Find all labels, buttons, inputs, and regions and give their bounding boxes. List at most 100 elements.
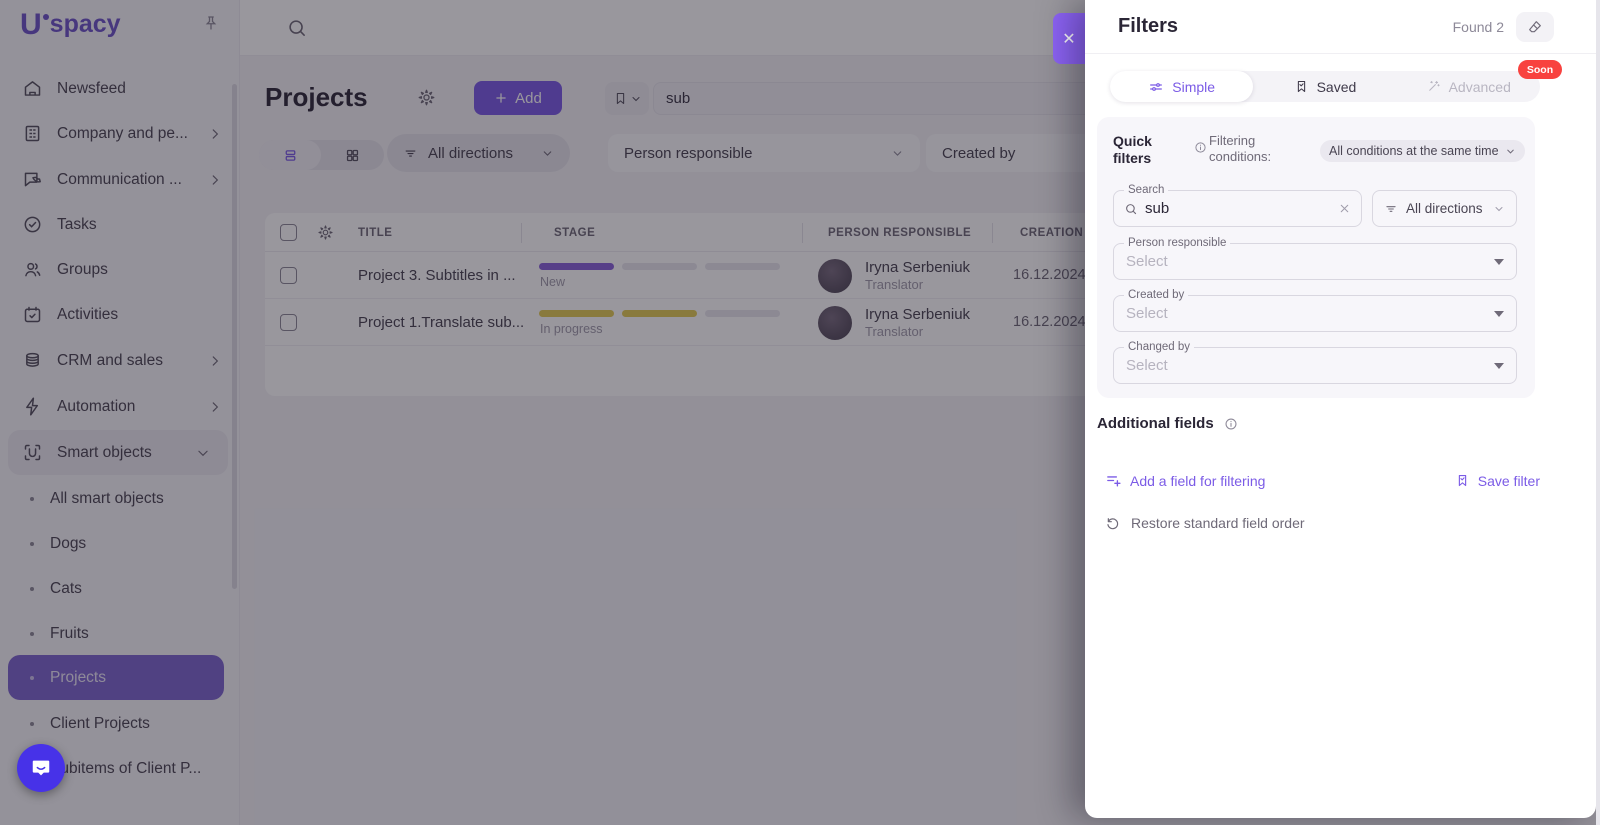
list-view-button[interactable]: [259, 140, 321, 170]
page-scrollbar[interactable]: [1596, 0, 1600, 825]
row-checkbox[interactable]: [280, 267, 297, 284]
sidebar-item-tasks[interactable]: Tasks: [0, 202, 240, 247]
bullet-icon: [30, 586, 34, 591]
column-divider[interactable]: [521, 223, 522, 243]
sidebar-item-projects-selected[interactable]: Projects: [8, 655, 224, 700]
tab-simple[interactable]: Simple: [1110, 71, 1254, 102]
sidebar-item-fruits[interactable]: Fruits: [0, 611, 240, 656]
add-button[interactable]: Add: [474, 81, 562, 115]
field-label: Created by: [1124, 288, 1189, 303]
clear-search-icon[interactable]: [1338, 202, 1351, 215]
tune-icon: [1150, 82, 1163, 91]
filter-lines-icon: [1386, 205, 1396, 212]
bookmark-check-icon: [1458, 474, 1466, 487]
chevron-down-icon: [891, 147, 904, 160]
stage-label: New: [540, 275, 566, 289]
column-header-creation-date[interactable]: CREATION D: [1020, 227, 1096, 239]
view-toggle: [259, 140, 384, 170]
add-field-button[interactable]: Add a field for filtering: [1105, 472, 1265, 489]
search-icon[interactable]: [286, 17, 308, 39]
logo-dot-icon: [42, 14, 49, 20]
chat-widget-button[interactable]: [17, 744, 65, 792]
sidebar-item-automation[interactable]: Automation: [0, 384, 240, 429]
bullet-icon: [30, 541, 34, 546]
sidebar-scrollbar[interactable]: [232, 84, 237, 589]
chat-bubble-icon: [32, 760, 50, 776]
sidebar-item-company[interactable]: Company and pe...: [0, 111, 240, 156]
gear-icon[interactable]: [417, 88, 436, 107]
pin-sidebar-icon[interactable]: [202, 14, 220, 32]
changed-by-select[interactable]: Changed by Select: [1113, 340, 1517, 384]
sidebar-item-cats[interactable]: Cats: [0, 566, 240, 611]
automation-icon: [22, 396, 43, 417]
tasks-icon: [22, 214, 43, 235]
person-responsible-dropdown[interactable]: Person responsible: [608, 134, 920, 172]
bullet-icon: [30, 631, 34, 636]
sidebar-item-all-smart-objects[interactable]: All smart objects: [0, 476, 240, 521]
all-directions-dropdown[interactable]: All directions: [387, 134, 570, 172]
magic-wand-icon: [1428, 80, 1440, 91]
logo-letter: U: [20, 8, 42, 41]
quick-filters-card: Quick filters Filtering conditions: All …: [1097, 117, 1535, 398]
sidebar-item-activities[interactable]: Activities: [0, 292, 240, 337]
sidebar-item-smart-objects[interactable]: Smart objects: [8, 430, 228, 475]
sidebar-item-client-projects[interactable]: Client Projects: [0, 701, 240, 746]
clear-filters-button[interactable]: [1516, 12, 1554, 42]
column-divider[interactable]: [802, 223, 803, 243]
chevron-right-icon: [208, 173, 222, 187]
filter-search-field[interactable]: Search sub: [1113, 183, 1362, 227]
bookmark-icon: [616, 92, 624, 105]
bullet-icon: [30, 496, 34, 501]
person-responsible-select[interactable]: Person responsible Select: [1113, 236, 1517, 280]
filter-direction-dropdown[interactable]: All directions: [1372, 190, 1517, 227]
sidebar: U spacy Newsfeed Company and pe... Commu…: [0, 0, 240, 825]
created-by-select[interactable]: Created by Select: [1113, 288, 1517, 332]
filtering-conditions-label: Filtering conditions:: [1209, 133, 1272, 164]
restore-field-order-button[interactable]: Restore standard field order: [1105, 515, 1305, 531]
column-header-title[interactable]: TITLE: [358, 227, 393, 239]
groups-icon: [22, 259, 43, 280]
stage-label: In progress: [540, 322, 603, 336]
row-checkbox[interactable]: [280, 314, 297, 331]
page-title: Projects: [265, 82, 368, 112]
chevron-right-icon: [208, 354, 222, 368]
uspacy-logo[interactable]: U spacy: [20, 10, 121, 40]
column-header-person[interactable]: PERSON RESPONSIBLE: [828, 227, 972, 239]
sidebar-item-crm[interactable]: CRM and sales: [0, 338, 240, 383]
avatar: [818, 259, 852, 293]
sidebar-item-groups[interactable]: Groups: [0, 247, 240, 292]
chevron-down-icon: [541, 147, 554, 160]
table-gear-icon[interactable]: [317, 224, 334, 241]
select-all-checkbox[interactable]: [280, 224, 297, 241]
bookmark-check-icon: [1297, 80, 1305, 93]
dropdown-arrow-icon: [1494, 362, 1504, 369]
soon-badge: Soon: [1518, 60, 1562, 79]
conditions-mode-dropdown[interactable]: All conditions at the same time: [1320, 140, 1525, 162]
close-filters-button[interactable]: ✕: [1053, 13, 1085, 64]
sidebar-item-communication[interactable]: Communication ...: [0, 157, 240, 202]
sidebar-item-dogs[interactable]: Dogs: [0, 521, 240, 566]
info-icon[interactable]: [1224, 417, 1238, 431]
grid-view-button[interactable]: [321, 140, 383, 170]
column-header-stage[interactable]: STAGE: [554, 227, 596, 239]
avatar: [818, 306, 852, 340]
sidebar-item-newsfeed[interactable]: Newsfeed: [0, 66, 240, 111]
table-row[interactable]: Project 1.Translate sub... In progress I…: [265, 299, 1576, 346]
field-label: Changed by: [1124, 340, 1195, 355]
column-divider[interactable]: [992, 223, 993, 243]
chevron-down-icon: [632, 96, 639, 101]
tab-saved[interactable]: Saved: [1253, 71, 1396, 102]
add-field-icon: [1107, 476, 1121, 487]
save-filter-button[interactable]: Save filter: [1455, 472, 1540, 489]
tab-advanced[interactable]: Advanced: [1397, 71, 1540, 102]
bullet-icon: [30, 721, 34, 726]
home-icon: [22, 78, 43, 99]
chevron-down-icon: [196, 446, 210, 460]
table-row[interactable]: Project 3. Subtitles in ... New Iryna Se…: [265, 252, 1576, 299]
restore-icon: [1107, 518, 1119, 530]
found-count: Found 2: [1452, 19, 1504, 35]
saved-filters-button[interactable]: [605, 82, 649, 115]
bullet-icon: [30, 675, 34, 680]
info-icon[interactable]: [1194, 141, 1207, 154]
logo-text: spacy: [49, 10, 121, 38]
